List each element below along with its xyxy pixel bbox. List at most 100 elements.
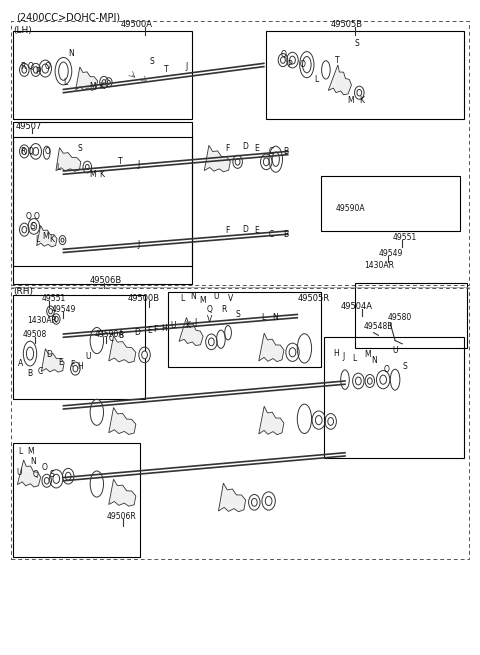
Text: E: E xyxy=(147,326,152,335)
Text: L: L xyxy=(63,79,68,87)
Text: D: D xyxy=(47,350,53,360)
Text: L: L xyxy=(35,235,39,244)
Polygon shape xyxy=(76,67,97,90)
Text: J: J xyxy=(185,62,187,71)
Polygon shape xyxy=(109,336,136,363)
Circle shape xyxy=(264,158,269,166)
Polygon shape xyxy=(56,148,81,172)
Text: S: S xyxy=(402,362,407,371)
Text: U: U xyxy=(17,468,22,477)
Text: O: O xyxy=(42,463,48,472)
Bar xyxy=(11,288,469,559)
Text: 49551: 49551 xyxy=(393,233,417,242)
Circle shape xyxy=(22,227,27,233)
Text: O: O xyxy=(34,212,40,221)
Text: (LH): (LH) xyxy=(13,26,32,35)
Circle shape xyxy=(65,472,71,480)
Text: 49506R: 49506R xyxy=(107,512,136,521)
Bar xyxy=(13,137,192,284)
Bar xyxy=(168,291,321,367)
Text: 49549: 49549 xyxy=(51,305,76,314)
Circle shape xyxy=(367,378,372,384)
Text: O: O xyxy=(300,60,306,69)
Bar xyxy=(324,337,464,458)
Polygon shape xyxy=(109,479,136,506)
Text: E: E xyxy=(254,227,259,235)
Text: P: P xyxy=(288,60,292,69)
Polygon shape xyxy=(17,460,41,487)
Text: S: S xyxy=(355,39,360,48)
Text: B: B xyxy=(28,369,33,378)
Text: Q: Q xyxy=(28,62,34,71)
Text: H: H xyxy=(161,324,167,333)
Text: F: F xyxy=(226,143,230,153)
Text: 1430AR: 1430AR xyxy=(364,261,394,270)
Text: 49548B: 49548B xyxy=(364,322,394,331)
Text: 49549: 49549 xyxy=(378,249,403,257)
Text: 49505R: 49505R xyxy=(297,293,329,303)
Circle shape xyxy=(33,147,38,155)
Text: K: K xyxy=(360,96,364,105)
Text: T: T xyxy=(118,157,123,166)
Circle shape xyxy=(53,474,60,483)
Text: Q: Q xyxy=(206,305,213,314)
Circle shape xyxy=(142,351,147,359)
Bar xyxy=(11,21,469,285)
Text: 1430AR: 1430AR xyxy=(28,316,58,326)
Text: S: S xyxy=(235,310,240,319)
Text: K: K xyxy=(99,82,104,90)
Text: H: H xyxy=(78,362,84,371)
Circle shape xyxy=(265,496,272,506)
Circle shape xyxy=(315,415,322,424)
Text: F: F xyxy=(71,360,75,369)
Text: 49500B: 49500B xyxy=(128,293,160,303)
Text: R: R xyxy=(21,62,26,71)
Polygon shape xyxy=(204,145,230,172)
Text: S: S xyxy=(30,222,35,231)
Polygon shape xyxy=(259,333,284,362)
Bar xyxy=(13,31,192,119)
Circle shape xyxy=(281,57,285,64)
Bar xyxy=(266,31,464,119)
Circle shape xyxy=(73,365,78,372)
Circle shape xyxy=(356,377,361,385)
Text: H: H xyxy=(333,349,339,358)
Text: K: K xyxy=(49,235,54,244)
Text: F: F xyxy=(153,325,157,334)
Circle shape xyxy=(235,159,240,165)
Text: T: T xyxy=(336,56,340,65)
Text: M: M xyxy=(28,447,34,456)
Text: L: L xyxy=(352,354,356,364)
Circle shape xyxy=(208,338,214,346)
Circle shape xyxy=(22,148,27,155)
Text: Q: Q xyxy=(28,147,34,156)
Bar xyxy=(355,283,467,348)
Text: U: U xyxy=(393,346,398,355)
Text: 49590A: 49590A xyxy=(336,204,365,214)
Circle shape xyxy=(380,375,386,384)
Bar xyxy=(13,295,144,400)
Text: C: C xyxy=(109,334,114,343)
Bar xyxy=(321,176,459,231)
Text: N: N xyxy=(273,313,278,322)
Circle shape xyxy=(289,56,295,64)
Text: S: S xyxy=(149,57,154,66)
Text: (RH): (RH) xyxy=(13,287,33,296)
Text: M: M xyxy=(199,296,206,305)
Circle shape xyxy=(48,309,52,314)
Circle shape xyxy=(61,238,64,242)
Text: O: O xyxy=(44,62,50,71)
Text: B: B xyxy=(118,331,123,340)
Text: R: R xyxy=(21,147,26,156)
Text: N: N xyxy=(190,291,196,301)
Circle shape xyxy=(54,316,58,322)
Polygon shape xyxy=(41,348,64,372)
Text: A: A xyxy=(18,359,24,368)
Text: J: J xyxy=(195,318,197,328)
Text: K: K xyxy=(99,170,104,179)
Text: Q: Q xyxy=(25,212,31,221)
Circle shape xyxy=(31,223,36,231)
Text: R: R xyxy=(221,305,226,314)
Text: E: E xyxy=(59,358,63,367)
Polygon shape xyxy=(259,406,284,435)
